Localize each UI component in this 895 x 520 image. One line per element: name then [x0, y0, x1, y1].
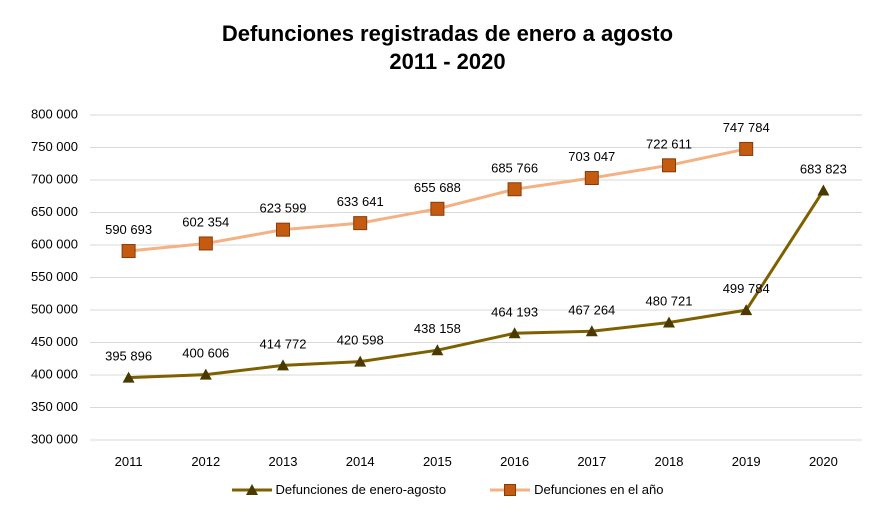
- series-lines: [127, 147, 825, 380]
- x-axis-ticks: 2011 2012 2013 2014 2015 2016 2017 2018 2019 2020: [115, 454, 838, 469]
- data-label-en-el-ano: 722 611: [646, 136, 692, 151]
- data-point-en-el-ano: [507, 182, 522, 197]
- data-label-en-el-ano: 685 766: [491, 160, 538, 175]
- x-tick-label: 2016: [500, 454, 529, 469]
- x-tick-label: 2011: [115, 454, 143, 469]
- y-tick-label: 350 000: [31, 399, 78, 414]
- y-tick-label: 500 000: [31, 301, 78, 316]
- legend-item-en-el-ano: Defunciones en el año: [490, 482, 663, 497]
- data-label-enero-agosto: 420 598: [337, 333, 384, 348]
- x-tick-label: 2013: [269, 454, 298, 469]
- series-line-enero-agosto: [127, 189, 825, 380]
- data-point-enero-agosto: [277, 359, 289, 371]
- legend-swatch-en-el-ano: [490, 483, 531, 496]
- data-point-en-el-ano: [198, 236, 213, 251]
- data-label-enero-agosto: 683 823: [800, 162, 847, 177]
- chart-title-line-1: Defunciones registradas de enero a agost…: [221, 21, 674, 46]
- data-point-en-el-ano: [121, 244, 136, 259]
- data-point-en-el-ano: [353, 216, 368, 231]
- data-label-enero-agosto: 395 896: [105, 349, 152, 364]
- data-label-en-el-ano: 703 047: [568, 149, 615, 164]
- data-label-enero-agosto: 414 772: [260, 336, 307, 351]
- data-labels: 395 896 400 606 414 772 420 598 438 158 464 1…: [105, 120, 847, 364]
- x-tick-label: 2017: [577, 454, 606, 469]
- data-label-en-el-ano: 602 354: [182, 214, 229, 229]
- series-markers: [121, 141, 830, 383]
- grid-lines: [90, 114, 862, 441]
- data-label-en-el-ano: 623 599: [260, 201, 307, 216]
- data-label-en-el-ano: 633 641: [337, 194, 384, 209]
- series-line-en-el-ano: [127, 147, 748, 253]
- data-point-en-el-ano: [276, 222, 290, 237]
- data-label-enero-agosto: 464 193: [491, 304, 538, 319]
- y-tick-label: 800 000: [31, 106, 78, 121]
- data-label-enero-agosto: 467 264: [568, 302, 615, 317]
- data-label-en-el-ano: 747 784: [723, 120, 770, 135]
- data-label-enero-agosto: 400 606: [182, 346, 229, 361]
- data-label-en-el-ano: 590 693: [105, 222, 152, 237]
- data-point-enero-agosto: [585, 325, 598, 337]
- data-point-en-el-ano: [430, 201, 445, 216]
- y-tick-label: 450 000: [31, 334, 78, 349]
- chart-title: Defunciones registradas de enero a agost…: [0, 20, 895, 76]
- data-point-en-el-ano: [662, 158, 676, 173]
- y-axis-ticks: 300 000 350 000 400 000 450 000 500 000 550 0…: [31, 106, 78, 446]
- y-tick-label: 600 000: [31, 236, 78, 251]
- x-tick-label: 2012: [191, 454, 220, 469]
- y-tick-label: 550 000: [31, 269, 78, 284]
- x-tick-label: 2015: [423, 454, 452, 469]
- x-tick-label: 2018: [655, 454, 684, 469]
- y-tick-label: 300 000: [31, 431, 78, 446]
- legend-item-enero-agosto: Defunciones de enero-agosto: [231, 482, 447, 497]
- data-label-enero-agosto: 438 158: [414, 321, 461, 336]
- data-point-enero-agosto: [508, 327, 521, 339]
- data-point-enero-agosto: [817, 184, 830, 196]
- data-point-enero-agosto: [663, 316, 675, 328]
- data-point-enero-agosto: [354, 355, 367, 367]
- data-point-enero-agosto: [740, 304, 753, 316]
- y-tick-label: 750 000: [31, 139, 78, 154]
- legend: Defunciones de enero-agosto Defunciones …: [0, 482, 895, 497]
- data-point-en-el-ano: [584, 171, 599, 186]
- data-point-enero-agosto: [122, 371, 135, 383]
- chart-title-line-2: 2011 - 2020: [389, 49, 506, 74]
- x-tick-label: 2020: [809, 454, 838, 469]
- data-label-enero-agosto: 480 721: [646, 294, 693, 309]
- y-tick-label: 650 000: [31, 204, 78, 219]
- data-point-enero-agosto: [199, 368, 212, 380]
- x-tick-label: 2014: [346, 454, 375, 469]
- legend-swatch-enero-agosto: [231, 483, 272, 495]
- data-point-en-el-ano: [739, 141, 754, 156]
- legend-label-enero-agosto: Defunciones de enero-agosto: [275, 482, 447, 497]
- y-tick-label: 700 000: [31, 171, 78, 186]
- data-label-enero-agosto: 499 784: [723, 281, 770, 296]
- legend-label-en-el-ano: Defunciones en el año: [534, 482, 664, 497]
- data-point-enero-agosto: [431, 344, 444, 356]
- x-tick-label: 2019: [732, 454, 761, 469]
- data-label-en-el-ano: 655 688: [414, 180, 461, 195]
- y-tick-label: 400 000: [31, 366, 78, 381]
